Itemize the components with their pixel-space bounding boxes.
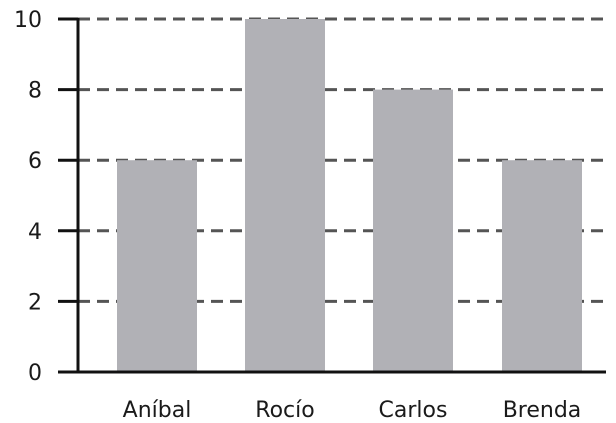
bar bbox=[502, 160, 582, 372]
y-tick-label: 0 bbox=[28, 361, 42, 386]
x-category-label: Carlos bbox=[379, 398, 448, 423]
bar bbox=[117, 160, 197, 372]
bar bbox=[373, 89, 453, 372]
bar bbox=[245, 19, 325, 372]
y-tick-labels: 0 2 4 6 8 10 bbox=[14, 8, 42, 386]
y-tick-label: 8 bbox=[28, 79, 42, 104]
x-category-label: Rocío bbox=[255, 398, 314, 423]
y-tick-label: 2 bbox=[28, 290, 42, 315]
x-category-label: Brenda bbox=[503, 398, 582, 423]
y-tick-label: 10 bbox=[14, 8, 42, 33]
x-category-label: Aníbal bbox=[123, 398, 192, 423]
axes bbox=[58, 17, 606, 374]
y-tick-label: 6 bbox=[28, 149, 42, 174]
y-tick-label: 4 bbox=[28, 220, 42, 245]
bars bbox=[117, 19, 582, 372]
x-category-labels: Aníbal Rocío Carlos Brenda bbox=[123, 398, 582, 423]
